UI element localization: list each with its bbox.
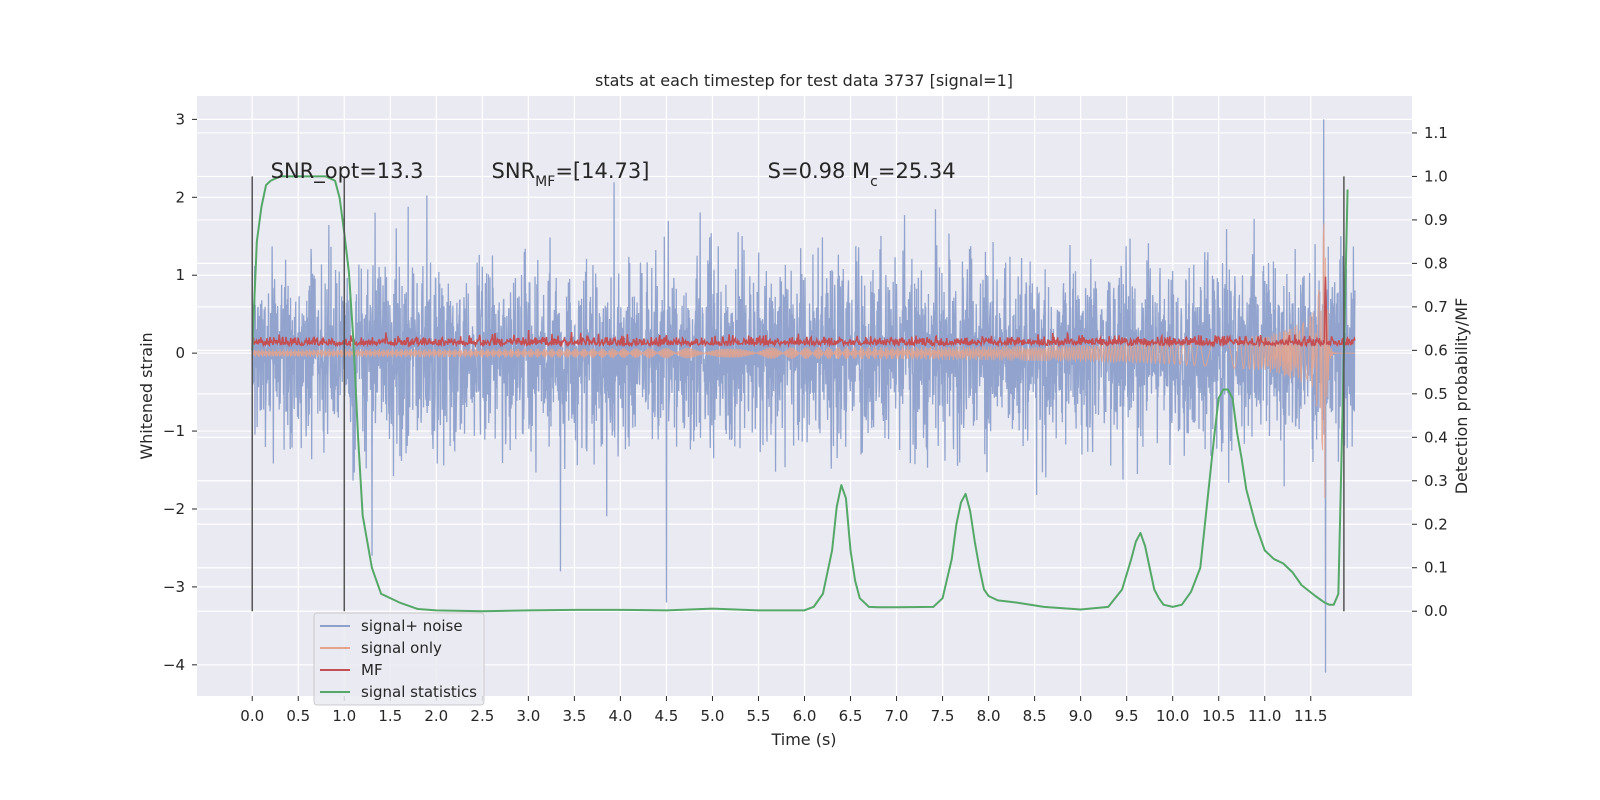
marker-lines <box>251 176 1345 612</box>
y2-tick-label: 0.0 <box>1424 602 1448 620</box>
y2-tick-label: 0.6 <box>1424 341 1448 359</box>
x-tick-label: 8.5 <box>1023 707 1047 725</box>
mf-line <box>251 276 1356 349</box>
legend-box <box>313 612 485 706</box>
signal-noise-line <box>251 119 1356 673</box>
x-tick-label: 10.5 <box>1202 707 1235 725</box>
series-layer <box>251 119 1356 673</box>
annotation-part: =[14.73] <box>555 159 649 183</box>
x-tick-label: 1.0 <box>332 707 356 725</box>
y-tick-label: −3 <box>163 578 185 596</box>
annotation-text: SNRMF=[14.73] <box>492 159 650 190</box>
x-tick-label: 2.5 <box>470 707 494 725</box>
x-tick-label: 7.0 <box>885 707 909 725</box>
y2-tick-label: 0.9 <box>1424 211 1448 229</box>
y2-tick-label: 0.7 <box>1424 298 1448 316</box>
x-tick-label: 6.5 <box>839 707 863 725</box>
y-tick-label: −1 <box>163 422 185 440</box>
x-tick-label: 7.5 <box>931 707 955 725</box>
annotation-part: SNR <box>492 159 536 183</box>
chart-title: stats at each timestep for test data 373… <box>595 71 1013 90</box>
y2-tick-label: 1.1 <box>1424 124 1448 142</box>
y-axis-ticks: 3 2 1 0 −1 −2 −3 −4 <box>163 110 197 674</box>
y2-tick-label: 1.0 <box>1424 167 1448 185</box>
annotation-text: S=0.98 Mc=25.34 <box>768 159 956 190</box>
x-tick-label: 11.0 <box>1248 707 1281 725</box>
x-tick-label: 9.5 <box>1115 707 1139 725</box>
x-tick-label: 0.0 <box>240 707 264 725</box>
y-axis-label: Whitened strain <box>137 332 156 459</box>
y2-axis-label: Detection probability/MF <box>1452 298 1471 495</box>
x-tick-label: 1.5 <box>378 707 402 725</box>
x-tick-label: 3.0 <box>516 707 540 725</box>
x-tick-label: 3.5 <box>562 707 586 725</box>
y2-tick-label: 0.3 <box>1424 472 1448 490</box>
x-tick-label: 11.5 <box>1294 707 1327 725</box>
legend-label: signal+ noise <box>361 617 463 635</box>
x-tick-label: 6.0 <box>793 707 817 725</box>
x-tick-label: 8.0 <box>977 707 1001 725</box>
y-tick-label: 1 <box>175 266 185 284</box>
y2-tick-label: 0.4 <box>1424 428 1448 446</box>
annotation-part: S=0.98 M <box>768 159 870 183</box>
x-tick-label: 5.0 <box>701 707 725 725</box>
x-tick-label: 10.0 <box>1156 707 1189 725</box>
x-tick-label: 4.5 <box>655 707 679 725</box>
y-tick-label: 3 <box>175 110 185 128</box>
x-tick-label: 4.0 <box>608 707 632 725</box>
legend-label: signal only <box>361 639 442 657</box>
legend-label: signal statistics <box>361 683 477 701</box>
x-axis-ticks: 0.0 0.5 1.0 1.5 2.0 2.5 3.0 3.5 4.0 4.5 5.0 5.5 6.0 6… <box>240 696 1327 725</box>
y-tick-label: −4 <box>163 656 185 674</box>
annotation-part: =13.3 <box>359 159 423 183</box>
x-tick-label: 5.5 <box>747 707 771 725</box>
legend: signal+ noise signal only MF signal statist… <box>313 612 485 706</box>
y-tick-label: −2 <box>163 500 185 518</box>
annotation-part: _opt <box>313 159 359 184</box>
x-axis-label: Time (s) <box>770 730 836 749</box>
annotation-part: MF <box>535 174 555 190</box>
legend-label: MF <box>361 661 383 679</box>
annotations: SNR_opt=13.3 SNRMF=[14.73] S=0.98 Mc=25.34 <box>271 159 956 190</box>
y2-tick-label: 0.8 <box>1424 254 1448 272</box>
annotation-part: c <box>870 174 878 190</box>
annotation-part: SNR <box>271 159 315 183</box>
signal-statistics-line <box>251 175 1349 613</box>
x-tick-label: 2.0 <box>424 707 448 725</box>
y-tick-label: 2 <box>175 188 185 206</box>
annotation-text: SNR_opt=13.3 <box>271 159 424 184</box>
y2-tick-label: 0.5 <box>1424 385 1448 403</box>
annotation-part: =25.34 <box>878 159 956 183</box>
y2-axis-ticks: 1.1 1.0 0.9 0.8 0.7 0.6 0.5 0.4 0.3 0.2 0.1 0.0 <box>1412 124 1448 620</box>
y-tick-label: 0 <box>175 344 185 362</box>
y2-tick-label: 0.2 <box>1424 515 1448 533</box>
y2-tick-label: 0.1 <box>1424 559 1448 577</box>
x-tick-label: 9.0 <box>1069 707 1093 725</box>
x-tick-label: 0.5 <box>286 707 310 725</box>
